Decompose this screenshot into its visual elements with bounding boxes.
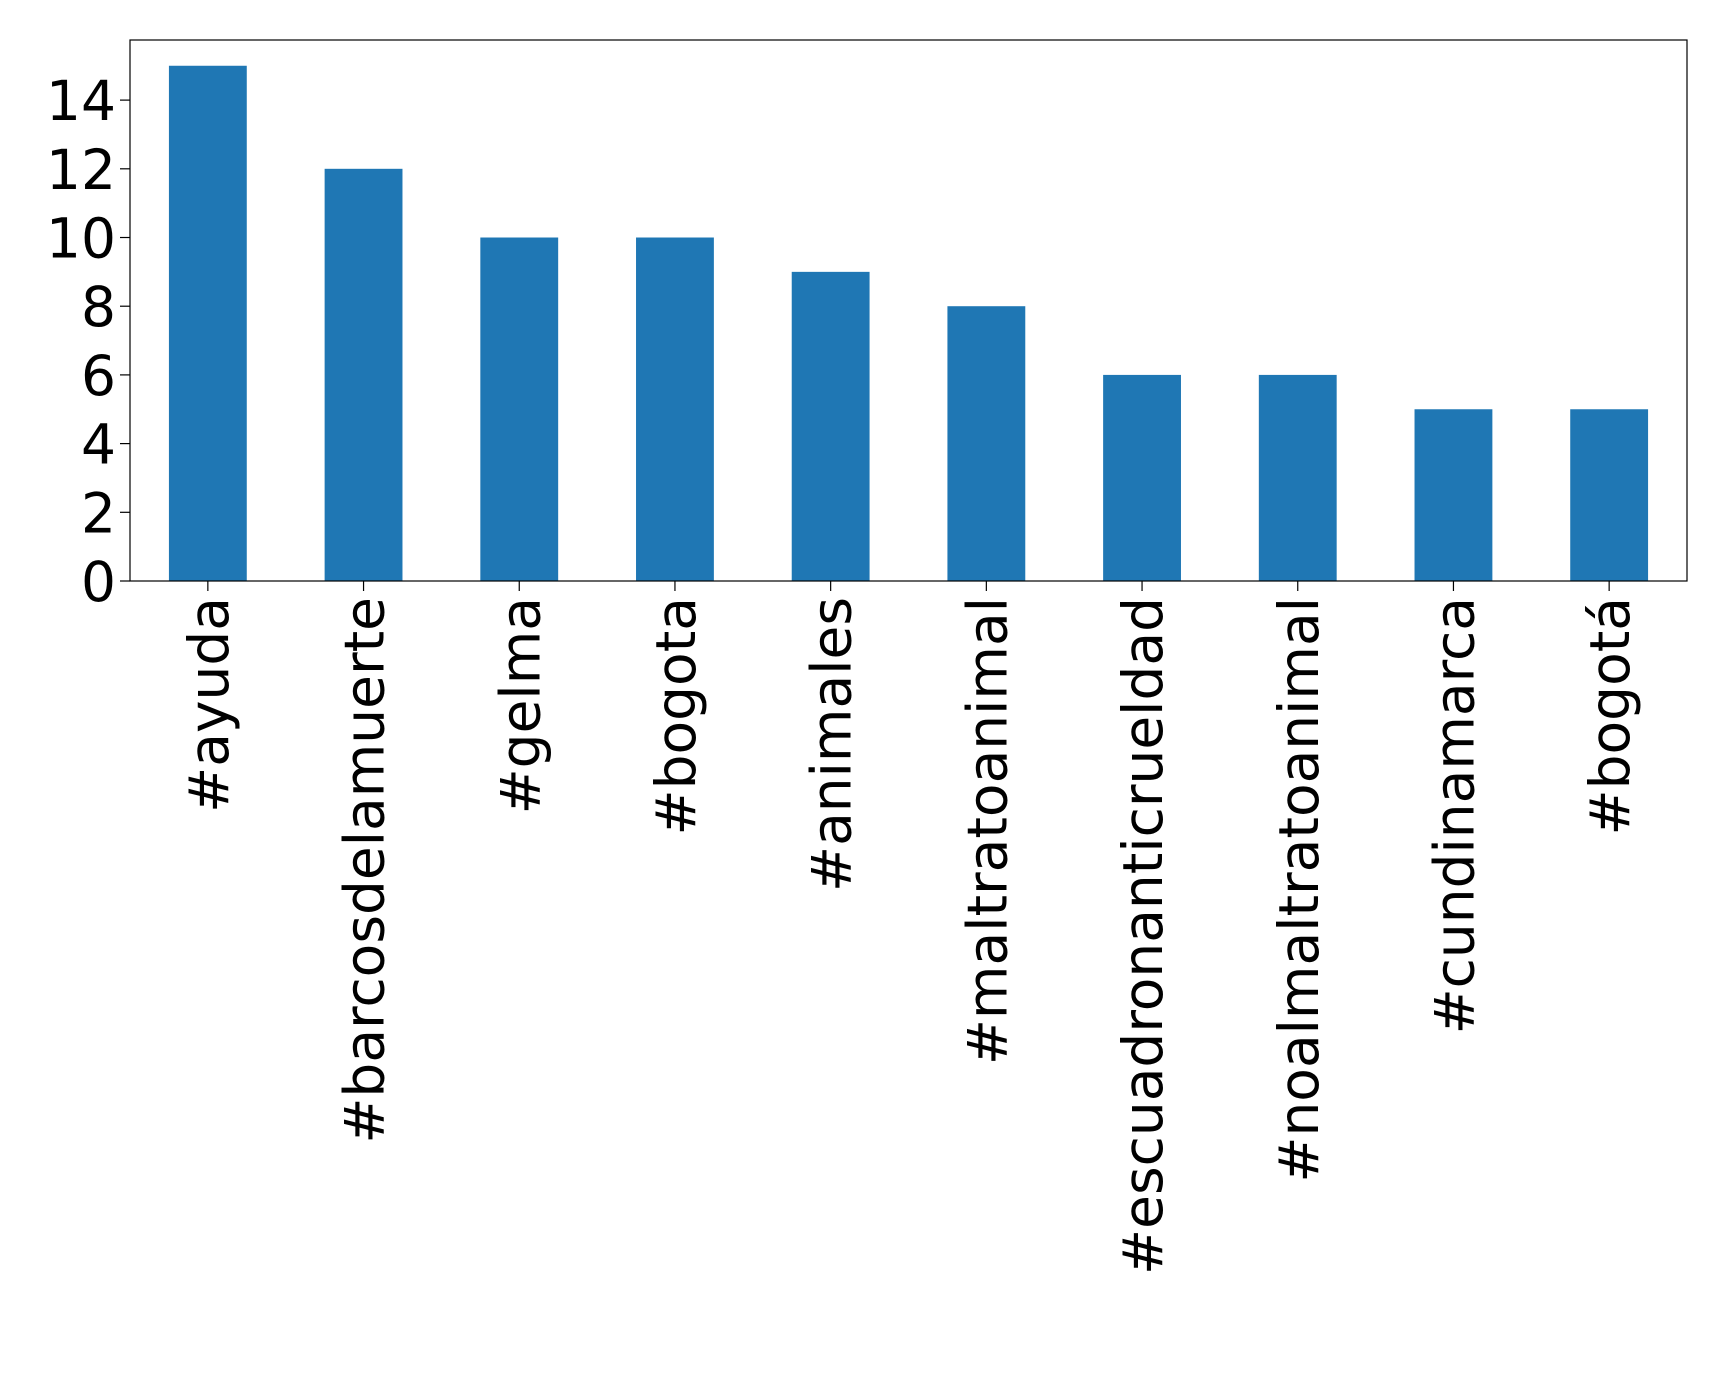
bar	[1414, 409, 1493, 581]
bar	[168, 65, 247, 581]
bar	[1103, 374, 1181, 581]
x-tick-label: #noalmaltratoanimal	[1267, 597, 1331, 1183]
x-tick-label: #barcosdelamuerte	[333, 597, 397, 1144]
x-tick-label: #bogota	[644, 597, 708, 835]
x-tick-label: #gelma	[488, 597, 552, 814]
plot-frame	[129, 39, 1688, 582]
y-tick-label: 6	[81, 344, 116, 408]
bar	[324, 168, 403, 582]
y-tick-label: 0	[81, 550, 116, 614]
x-tick-label: #maltratoanimal	[955, 597, 1019, 1065]
y-tick-label: 4	[81, 413, 116, 477]
bar	[947, 306, 1026, 581]
x-tick-label: #bogotá	[1578, 597, 1642, 835]
y-tick-label: 8	[81, 275, 116, 339]
y-tick-label: 2	[81, 481, 116, 545]
x-tick-label: #ayuda	[177, 597, 241, 813]
bar	[1570, 409, 1649, 581]
x-tick-label: #animales	[800, 597, 864, 892]
bar	[791, 271, 870, 581]
y-tick-label: 12	[46, 138, 116, 202]
bar	[1258, 374, 1337, 581]
x-tick-label: #cundinamarca	[1422, 597, 1486, 1034]
x-tick-label: #escuadronanticrueldad	[1111, 597, 1175, 1275]
y-tick-label: 10	[46, 207, 116, 271]
bar	[480, 237, 559, 581]
y-tick-label: 14	[46, 69, 116, 133]
bar	[636, 237, 714, 581]
